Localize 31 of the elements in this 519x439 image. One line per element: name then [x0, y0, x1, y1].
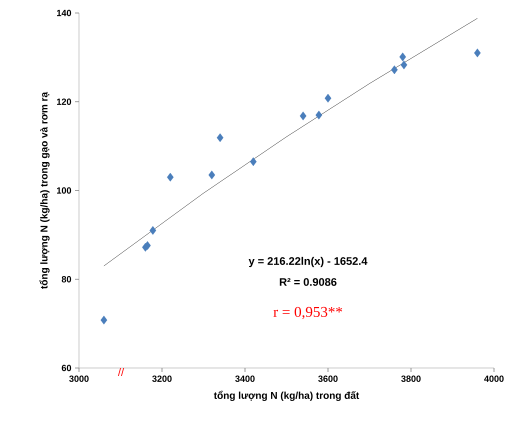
y-axis-title: tổng lượng N (kg/ha) trong gạo và rơm rạ [39, 92, 50, 289]
annotation: y = 216.22ln(x) - 1652.4 [248, 256, 368, 268]
x-tick-label: 3600 [318, 376, 338, 382]
x-tick-label: 4000 [484, 376, 504, 382]
point [399, 52, 406, 62]
point [324, 94, 332, 103]
point [391, 65, 398, 74]
y-tick-label: 120 [57, 98, 72, 105]
point [150, 226, 156, 235]
y-tick-label: 60 [62, 364, 72, 372]
line-series [104, 18, 478, 266]
point [208, 170, 216, 180]
annotation: r = 0,953** [273, 306, 342, 320]
point [300, 112, 306, 120]
point [216, 133, 224, 142]
point [250, 157, 257, 166]
point [474, 48, 481, 58]
y-tick-label: 80 [62, 276, 72, 282]
y-tick-label: 140 [57, 10, 72, 16]
x-tick-label: 3000 [69, 376, 89, 382]
point [100, 316, 108, 324]
point [166, 172, 174, 182]
annotation: R² = 0.9086 [280, 278, 336, 286]
x-axis-title: tổng lượng N (kg/ha) trong đất [214, 390, 360, 401]
point [400, 60, 408, 70]
annotation: // [118, 368, 124, 376]
point [316, 110, 322, 120]
x-tick-label: 3400 [235, 376, 255, 382]
x-tick-label: 3200 [152, 376, 172, 382]
y-tick-label: 100 [57, 187, 72, 194]
x-tick-label: 3800 [401, 376, 421, 382]
